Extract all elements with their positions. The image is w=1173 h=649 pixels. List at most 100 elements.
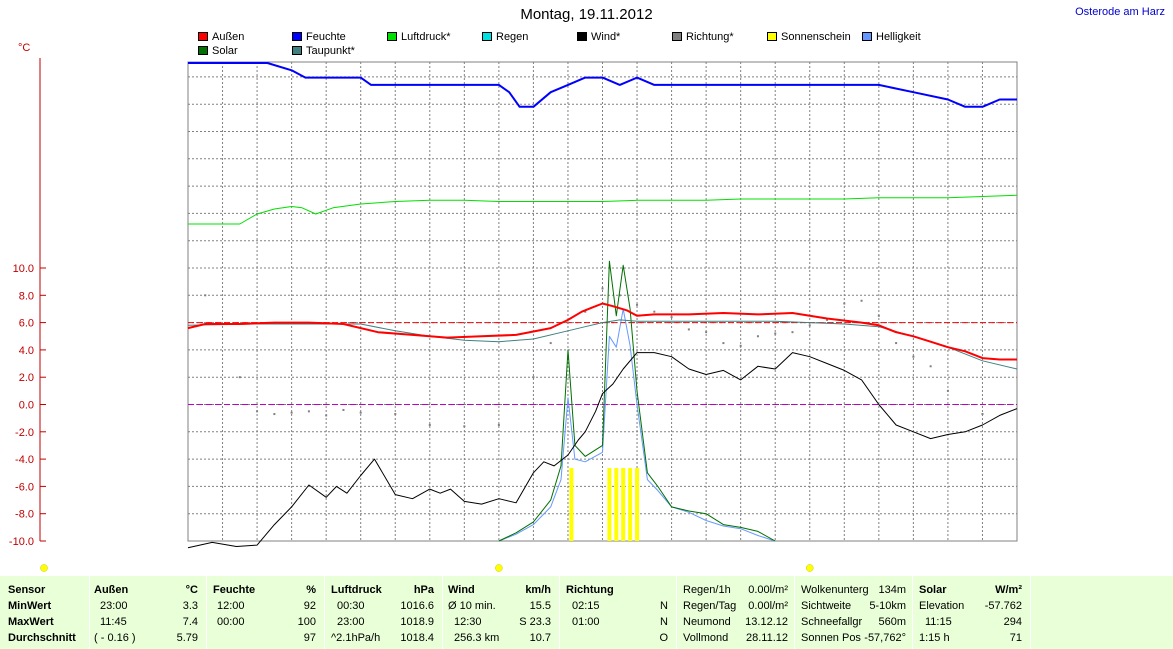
cell-label: Sichtweite: [801, 600, 852, 612]
direction-point: [843, 302, 846, 305]
legend-item: Feuchte: [292, 31, 346, 44]
cell-value: 3.3: [182, 600, 198, 612]
y-tick-label: -8.0: [15, 509, 34, 521]
direction-point: [653, 310, 656, 313]
series-line-wind: [187, 352, 1018, 549]
cell-value: 100: [297, 616, 316, 628]
direction-point: [929, 365, 932, 368]
cell-value: 5-10km: [869, 600, 906, 612]
direction-point: [342, 408, 345, 411]
y-tick-label: 2.0: [19, 372, 34, 384]
col-regen: Regen/1h 0.00l/m² Regen/Tag 0.00l/m² Neumo…: [677, 576, 795, 649]
legend-item: Taupunkt*: [292, 45, 355, 58]
row-label: Sensor: [8, 584, 46, 596]
row-label: Durchschnitt: [8, 632, 76, 644]
sunshine-bar: [569, 468, 574, 541]
sun-marker: [40, 564, 48, 572]
cell-label: Elevation: [919, 600, 965, 612]
cell-label: Regen/1h: [683, 584, 731, 596]
y-tick-label: 4.0: [19, 345, 34, 357]
cell-value: -57,762°: [864, 632, 906, 644]
cell-value: 560m: [878, 616, 906, 628]
legend-label: Wind*: [591, 31, 621, 43]
y-tick-label: -6.0: [15, 481, 34, 493]
legend-swatch: [672, 32, 682, 41]
cell-time: 23:00: [100, 600, 128, 612]
cell-time: 00:00: [217, 616, 245, 628]
cell-value: O: [659, 632, 668, 644]
legend-item: Regen: [482, 31, 528, 44]
direction-point: [826, 318, 829, 321]
col-unit: hPa: [413, 584, 434, 596]
cell-value: S 23.3: [519, 616, 551, 628]
direction-point: [428, 423, 431, 426]
col-wind: Wind km/h Ø 10 min. 15.5 12:30 S 23.3 256.3…: [443, 576, 560, 649]
direction-point: [394, 413, 397, 416]
col-feuchte: Feuchte% 12:00 92 00:00 100 97: [207, 576, 325, 649]
cell-value: N: [660, 616, 668, 628]
direction-point: [808, 324, 811, 327]
cell-value: 134m: [878, 584, 906, 596]
col-richtung: Richtung 02:15 N 01:00 N O: [560, 576, 677, 649]
cell-label: Regen/Tag: [683, 600, 737, 612]
y-tick-label: -4.0: [15, 454, 34, 466]
legend-label: Regen: [496, 31, 529, 43]
col-aussen: Außen °C 23:00 3.3 11:45 7.4 ( - 0.16 ) 5.79: [90, 576, 207, 649]
direction-point: [238, 376, 241, 379]
col-unit: W/m²: [995, 584, 1022, 596]
legend-item: Richtung*: [672, 31, 734, 44]
legend-label: Außen: [212, 31, 245, 43]
cell-value: 294: [1003, 616, 1022, 628]
cell-value: 28.11.12: [745, 632, 788, 644]
series-line-auen: [187, 302, 1017, 361]
sunshine-bar: [607, 468, 612, 541]
direction-point: [549, 342, 552, 345]
cell-time: 11:15: [925, 616, 952, 628]
direction-point: [497, 423, 500, 426]
direction-point: [566, 321, 569, 324]
legend-label: Luftdruck*: [401, 31, 451, 43]
direction-point: [463, 425, 466, 428]
col-head: Feuchte: [213, 584, 256, 596]
direction-point: [290, 411, 293, 414]
legend-item: Solar: [198, 45, 238, 58]
col-head: Solar: [919, 584, 947, 596]
col-head: Luftdruck: [331, 584, 382, 596]
legend-label: Feuchte: [306, 31, 346, 43]
cell-time: 12:00: [217, 600, 245, 612]
col-head: Außen: [94, 584, 129, 596]
y-tick-label: -2.0: [15, 427, 34, 439]
legend-label: Richtung*: [686, 31, 734, 43]
direction-point: [774, 332, 777, 335]
legend-label: Solar: [212, 45, 238, 57]
cell-value: 10.7: [529, 632, 551, 644]
plot-area: [187, 61, 1018, 542]
direction-point: [532, 376, 535, 379]
col-luftdruck: Luftdruck hPa 00:30 1016.6 23:00 1018.9 ^2.…: [325, 576, 443, 649]
legend-swatch: [577, 32, 587, 41]
direction-point: [618, 294, 621, 297]
direction-point: [687, 328, 690, 331]
legend-swatch: [767, 32, 777, 41]
cell-value: 0.00l/m²: [748, 600, 788, 612]
cell-trend: ( - 0.16 ): [94, 632, 136, 644]
col-unit: °C: [185, 584, 198, 596]
col-sensor: Sensor MinWert MaxWert Durchschnitt: [0, 576, 90, 649]
cell-time: 01:00: [572, 616, 600, 628]
cell-time: 11:45: [100, 616, 127, 628]
legend-swatch: [198, 46, 208, 55]
direction-point: [860, 299, 863, 302]
direction-point: [584, 310, 587, 313]
cell-value: 0.00l/m²: [748, 584, 788, 596]
series-line-feuchte: [188, 62, 1017, 108]
direction-point: [601, 287, 604, 290]
stats-table: Sensor MinWert MaxWert Durchschnitt Auße…: [0, 576, 1173, 649]
y-tick-label: 0.0: [19, 400, 34, 412]
cell-value: 92: [303, 600, 316, 612]
direction-point: [273, 413, 276, 416]
legend-swatch: [292, 32, 302, 41]
col-solar: Solar W/m² Elevation -57.762 11:15 294 1:15…: [913, 576, 1031, 649]
col-unit: km/h: [525, 584, 551, 596]
col-unit: %: [306, 584, 316, 596]
cell-value: 97: [303, 632, 316, 644]
